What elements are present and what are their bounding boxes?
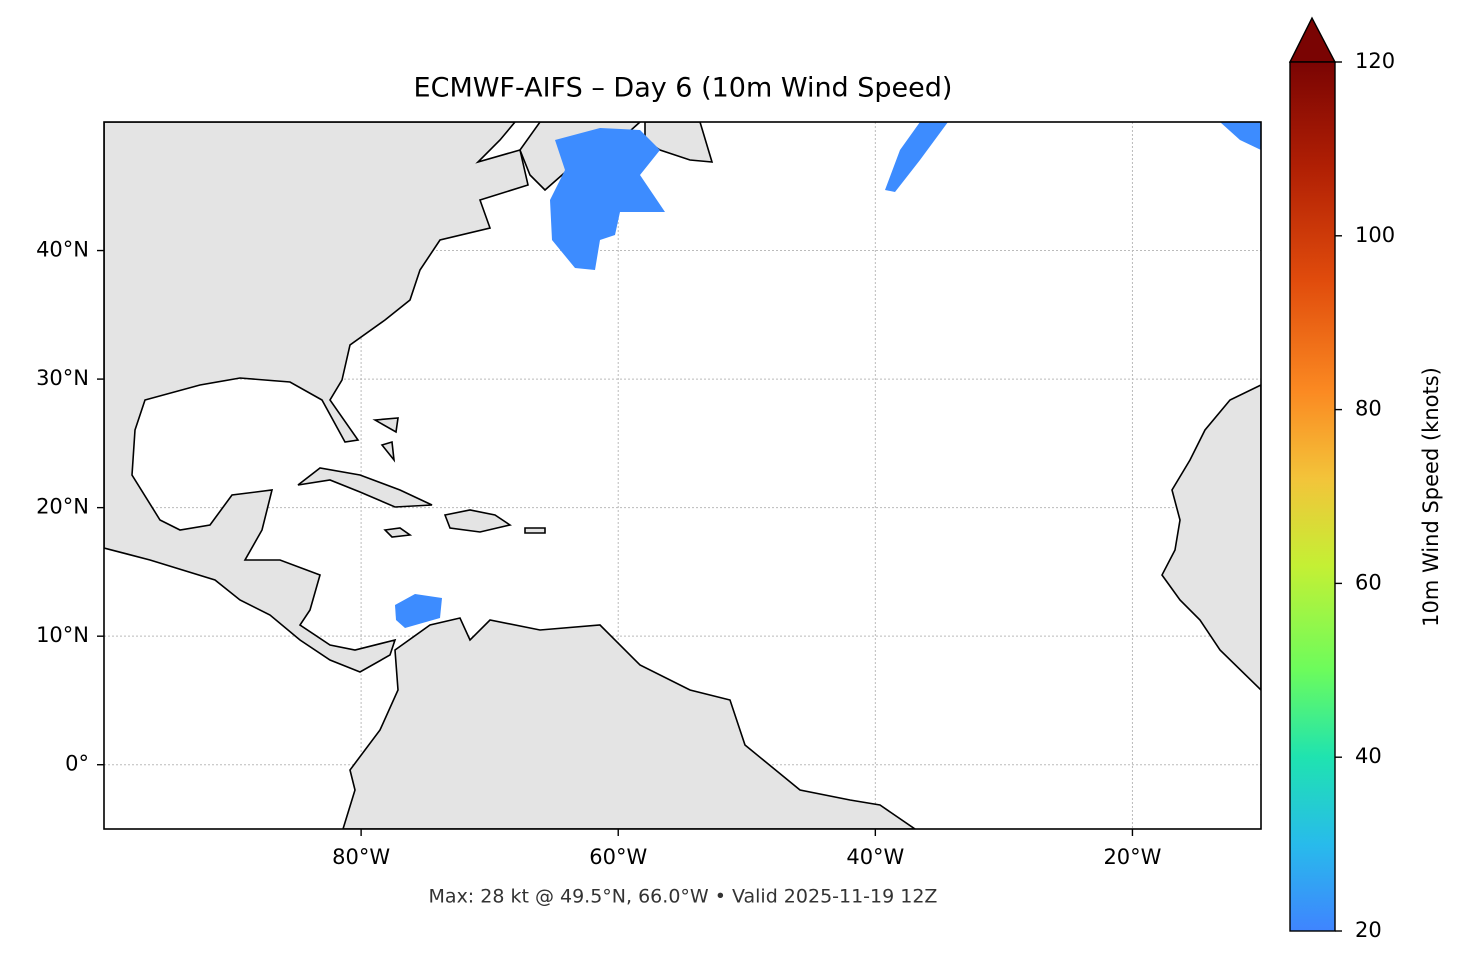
colorbar <box>1288 16 1337 932</box>
wind-area <box>550 128 665 270</box>
africa <box>1161 384 1261 692</box>
x-tick-label: 40°W <box>846 845 904 869</box>
x-tick-label: 20°W <box>1103 845 1161 869</box>
wind-area <box>395 594 442 628</box>
colorbar-tick-label: 40 <box>1355 744 1382 768</box>
colorbar-label: 10m Wind Speed (knots) <box>1419 367 1443 627</box>
colorbar-tick-label: 80 <box>1355 397 1382 421</box>
y-tick-label: 30°N <box>36 366 89 390</box>
map-frame <box>103 121 1262 830</box>
chart-title: ECMWF-AIFS – Day 6 (10m Wind Speed) <box>414 73 953 104</box>
footer-note: Max: 28 kt @ 49.5°N, 66.0°W • Valid 2025… <box>429 886 938 908</box>
map <box>104 122 1261 829</box>
colorbar-bar <box>1289 61 1336 932</box>
puerto-rico <box>524 527 546 534</box>
colorbar-tick-label: 20 <box>1355 918 1382 942</box>
jamaica <box>383 527 413 538</box>
bahamas <box>372 417 399 463</box>
north-america <box>104 122 529 673</box>
y-tick-label: 20°N <box>36 495 89 519</box>
hispaniola <box>443 509 512 533</box>
colorbar-tick-label: 120 <box>1355 49 1395 73</box>
cuba <box>297 467 433 508</box>
colorbar-extend <box>1288 16 1337 63</box>
colorbar-tick-label: 100 <box>1355 223 1395 247</box>
south-america <box>342 617 917 829</box>
y-tick-label: 10°N <box>36 623 89 647</box>
wind-area <box>1220 122 1261 150</box>
y-tick-label: 0° <box>65 752 89 776</box>
x-tick-label: 80°W <box>332 845 390 869</box>
wind-area <box>885 122 948 192</box>
colorbar-tick-label: 60 <box>1355 570 1382 594</box>
y-tick-label: 40°N <box>36 238 89 262</box>
x-tick-label: 60°W <box>589 845 647 869</box>
